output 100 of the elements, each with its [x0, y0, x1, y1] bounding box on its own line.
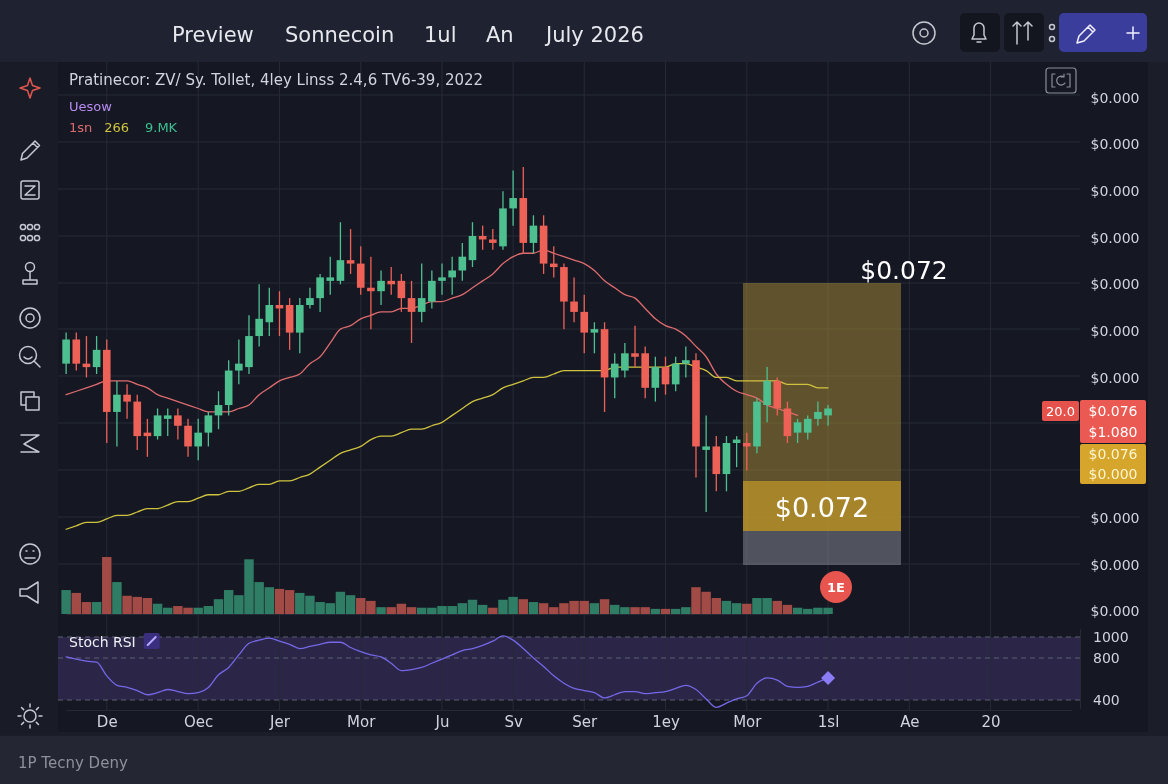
bar — [376, 607, 386, 614]
text: $0.000 — [1090, 90, 1140, 106]
candlestick — [682, 345, 690, 379]
candlestick — [153, 407, 162, 441]
annotation: $0.072 — [774, 492, 870, 523]
candlestick — [529, 214, 538, 254]
candlestick — [448, 256, 456, 296]
text: $1.080 — [1088, 424, 1138, 440]
candlestick — [458, 242, 467, 282]
candlestick — [184, 418, 192, 458]
candlestick — [255, 283, 263, 348]
y-tick-label: 800 — [1093, 649, 1120, 666]
candlestick — [590, 321, 599, 354]
candlestick — [509, 169, 517, 227]
candlestick — [489, 228, 497, 251]
legend-title: Uesow — [69, 99, 113, 114]
bar — [742, 603, 752, 614]
annotation: 1E — [827, 580, 845, 595]
text: 1ul — [424, 23, 457, 47]
x-tick-label: Jer — [269, 712, 291, 731]
candlestick — [549, 245, 558, 279]
text: $0.000 — [1090, 603, 1140, 619]
candlestick — [306, 287, 314, 310]
x-tick-label: Ser — [572, 712, 599, 731]
x-tick-label: 20 — [981, 712, 1001, 731]
bar — [61, 590, 71, 614]
x-tick-label: Sv — [504, 712, 523, 731]
text: An — [486, 23, 514, 47]
bar — [589, 603, 600, 614]
candlestick — [621, 342, 629, 379]
candlestick — [651, 356, 660, 403]
text: $0.000 — [1090, 557, 1140, 573]
candlestick — [803, 414, 812, 441]
x-tick-label: Ju — [434, 712, 450, 731]
x-tick-label: Mor — [347, 712, 377, 731]
candlestick — [113, 380, 121, 448]
candlestick — [580, 294, 589, 354]
text: $0.072 — [860, 256, 948, 285]
text: 1sn — [69, 120, 93, 135]
bar — [102, 557, 112, 614]
text: Sonnecoin — [285, 23, 395, 47]
candlestick — [326, 256, 335, 296]
candlestick — [631, 325, 639, 368]
text: $0.000 — [1090, 276, 1140, 292]
text: $0.000 — [1090, 370, 1140, 386]
candlestick — [174, 407, 182, 441]
candlestick — [367, 256, 375, 330]
text: 9.MK — [145, 120, 178, 135]
candlestick — [123, 383, 131, 420]
bar — [599, 599, 610, 614]
y-tick-label: 400 — [1093, 691, 1120, 708]
candlestick — [92, 335, 101, 375]
chart-title: Stoch RSI — [69, 634, 136, 650]
y-tick-label: 1000 — [1093, 628, 1129, 645]
bar — [518, 599, 529, 614]
bar — [112, 582, 122, 614]
bar — [91, 602, 102, 614]
text: $0.076 — [1088, 446, 1138, 462]
bar — [528, 602, 539, 614]
text: Preview — [172, 23, 254, 47]
candlestick — [346, 228, 355, 275]
candlestick — [194, 418, 202, 461]
text: $0.000 — [1088, 466, 1138, 482]
candlestick — [397, 273, 406, 313]
candlestick — [235, 338, 243, 385]
x-tick-label: De — [96, 712, 118, 731]
candlestick — [661, 356, 670, 396]
bar — [660, 608, 671, 614]
text: $0.076 — [1088, 403, 1138, 419]
candlestick — [428, 269, 436, 310]
chart-title: Pratinecor: ZV/ Sy. Tollet, 4ley Linss 2.4,6 TV6-39, 2022 — [69, 71, 484, 89]
bar — [488, 607, 498, 614]
candlestick — [814, 400, 822, 427]
candlestick — [702, 414, 710, 513]
candlestick — [610, 352, 619, 399]
x-tick-label: Oec — [184, 712, 214, 731]
candlestick — [824, 404, 832, 427]
candlestick — [377, 269, 385, 306]
x-tick-label: 1sl — [817, 712, 840, 731]
text: $0.000 — [1090, 183, 1140, 199]
candlestick — [316, 273, 324, 313]
candlestick — [387, 266, 396, 296]
text: $0.000 — [1090, 230, 1140, 246]
text: 266 — [104, 120, 130, 135]
text: $0.000 — [1090, 510, 1140, 526]
x-tick-label: Mor — [733, 712, 763, 731]
candlestick — [438, 262, 446, 296]
candlestick — [163, 407, 172, 437]
text: July 2026 — [544, 23, 644, 47]
candlestick — [336, 221, 345, 285]
bar — [650, 608, 661, 614]
candlestick — [204, 411, 213, 448]
candlestick — [407, 280, 416, 344]
candlestick — [793, 418, 802, 444]
candlestick — [742, 432, 751, 472]
candlestick — [265, 287, 274, 337]
x-tick-label: 1ey — [652, 712, 680, 731]
text: $0.000 — [1090, 136, 1140, 152]
candlestick — [570, 276, 578, 323]
candlestick — [417, 262, 426, 323]
